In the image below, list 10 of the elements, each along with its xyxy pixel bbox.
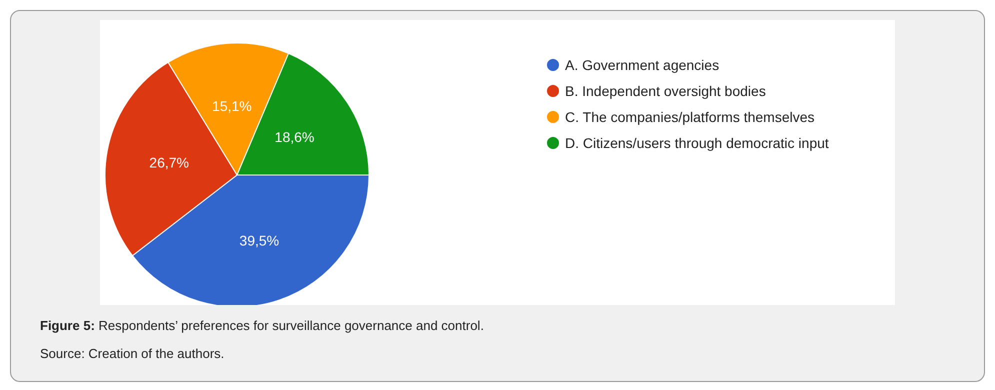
data-label: 18,6% xyxy=(274,128,314,145)
source-note: Source: Creation of the authors. xyxy=(40,346,224,361)
legend-label: C. The companies/platforms themselves xyxy=(565,109,815,125)
data-label: 15,1% xyxy=(212,98,252,114)
caption: Figure 5: Respondents’ preferences for surveillance governance and control. xyxy=(40,318,484,333)
legend-label: D. Citizens/users through democratic input xyxy=(565,135,829,151)
data-label: 39,5% xyxy=(239,232,280,248)
legend-label: B. Independent oversight bodies xyxy=(565,83,766,99)
data-label: 26,7% xyxy=(149,154,189,170)
legend-label: A. Government agencies xyxy=(565,57,720,73)
